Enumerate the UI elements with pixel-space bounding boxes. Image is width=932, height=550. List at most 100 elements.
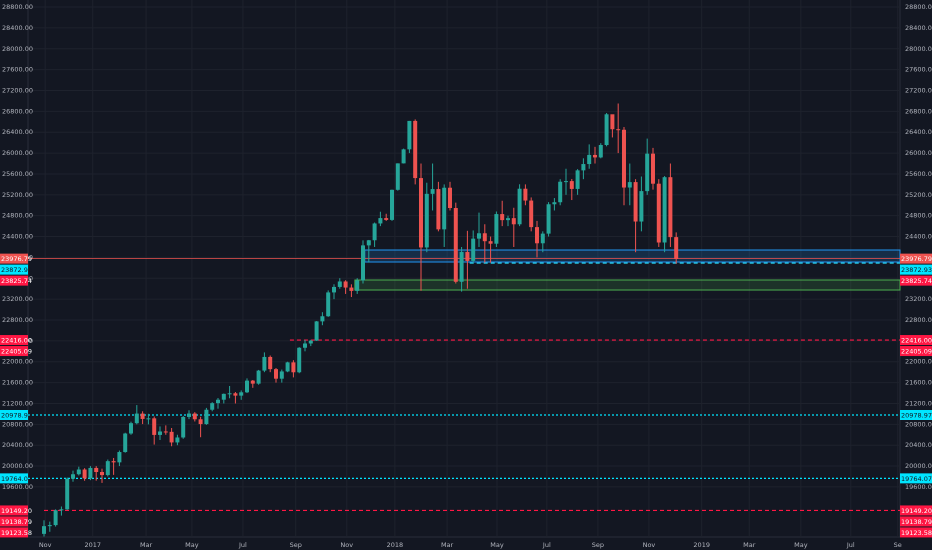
- candle-body: [372, 223, 377, 241]
- candle-body: [598, 145, 603, 158]
- candle-body: [314, 321, 319, 341]
- price-tag-label: 23872.93: [901, 266, 932, 274]
- y-tick-label: 21200.00: [905, 399, 932, 407]
- y-tick-label: 25600.00: [905, 170, 932, 178]
- y-tick-label: 21200.00: [2, 399, 33, 407]
- candle-body: [123, 433, 128, 453]
- price-tag: [900, 346, 932, 357]
- y-tick-label: 22800.00: [905, 316, 932, 324]
- candle-body: [326, 292, 331, 317]
- price-tag: [900, 505, 932, 516]
- candle-body: [447, 187, 452, 209]
- candle-body: [546, 204, 551, 234]
- x-tick-label: Mar: [743, 541, 756, 549]
- x-tick-label: Sep: [592, 541, 604, 549]
- x-tick-label: Nov: [340, 541, 353, 549]
- candle-body: [436, 189, 441, 230]
- candle-body: [65, 478, 70, 510]
- y-tick-label: 28400.00: [905, 24, 932, 32]
- candle-body: [540, 233, 545, 244]
- candle-body: [227, 393, 232, 395]
- y-tick-label: 27600.00: [905, 66, 932, 74]
- price-tag: [900, 335, 932, 346]
- candle-body: [674, 237, 679, 259]
- price-tag: [900, 516, 932, 527]
- y-tick-label: 20000.00: [905, 462, 932, 470]
- candle-body: [424, 193, 429, 248]
- x-tick-label: Mar: [140, 541, 153, 549]
- candle-body: [476, 233, 481, 239]
- candle-body: [268, 356, 273, 370]
- candle-body: [413, 120, 418, 179]
- x-tick-label: Nov: [39, 541, 52, 549]
- y-tick-label: 27200.00: [2, 86, 33, 94]
- y-tick-label: 26000.00: [2, 149, 33, 157]
- candle-body: [360, 245, 365, 281]
- candle-body: [639, 191, 644, 222]
- price-tag-label: 19138.79: [901, 518, 932, 526]
- y-tick-label: 20000.00: [2, 462, 33, 470]
- price-tag-label: 23976.79: [1, 255, 32, 263]
- candle-body: [239, 392, 244, 396]
- candle-body: [633, 182, 638, 222]
- candle-body: [331, 286, 336, 293]
- price-tag-label: 23872.93: [1, 266, 32, 274]
- candle-body: [158, 431, 163, 435]
- y-tick-label: 22800.00: [2, 316, 33, 324]
- price-tag-label: 23976.79: [901, 255, 932, 263]
- candle-body: [152, 418, 157, 435]
- x-tick-label: 2017: [84, 541, 101, 549]
- candle-body: [592, 154, 597, 158]
- candle-body: [210, 403, 215, 410]
- price-tag: [900, 275, 932, 286]
- candle-body: [500, 214, 505, 221]
- candle-body: [221, 393, 226, 400]
- price-tag: [0, 516, 28, 527]
- candle-body: [256, 370, 261, 384]
- y-tick-label: 23200.00: [905, 295, 932, 303]
- y-tick-label: 24800.00: [2, 212, 33, 220]
- candle-body: [430, 189, 435, 194]
- candle-body: [523, 188, 528, 201]
- candle-body: [47, 525, 52, 527]
- x-tick-label: May: [794, 541, 808, 549]
- candle-body: [511, 218, 516, 225]
- y-tick-label: 25200.00: [2, 191, 33, 199]
- y-tick-label: 20400.00: [905, 441, 932, 449]
- candle-body: [563, 181, 568, 183]
- candle-body: [645, 153, 650, 192]
- y-tick-label: 28000.00: [905, 45, 932, 53]
- candle-body: [273, 369, 278, 379]
- candle-body: [204, 409, 209, 425]
- candle-body: [349, 287, 354, 291]
- y-tick-label: 28000.00: [2, 45, 33, 53]
- price-tag: [0, 346, 28, 357]
- candle-body: [355, 280, 360, 291]
- y-tick-label: 21600.00: [2, 379, 33, 387]
- candle-body: [94, 467, 99, 473]
- price-tag-label: 23825.74: [901, 277, 932, 285]
- candle-body: [668, 177, 673, 238]
- candle-body: [71, 474, 76, 479]
- candle-body: [59, 509, 64, 511]
- candle-body: [343, 281, 348, 288]
- price-tag: [0, 275, 28, 286]
- candle-body: [558, 181, 563, 203]
- y-tick-label: 28800.00: [905, 3, 932, 11]
- price-tag-label: 20978.97: [1, 411, 32, 419]
- price-tag: [0, 505, 28, 516]
- candle-body: [616, 129, 621, 131]
- candle-body: [488, 241, 493, 244]
- candle-body: [465, 252, 470, 261]
- price-tag-label: 19123.58: [901, 529, 932, 537]
- price-tag-label: 19123.58: [1, 529, 32, 537]
- y-tick-label: 19600.00: [905, 483, 932, 491]
- candle-body: [279, 371, 284, 379]
- candle-body: [297, 347, 302, 373]
- y-tick-label: 27200.00: [905, 86, 932, 94]
- x-tick-label: Jul: [542, 541, 551, 549]
- x-tick-label: Jul: [238, 541, 247, 549]
- candle-body: [88, 467, 93, 479]
- price-tag-label: 20978.97: [901, 411, 932, 419]
- candle-body: [117, 452, 122, 463]
